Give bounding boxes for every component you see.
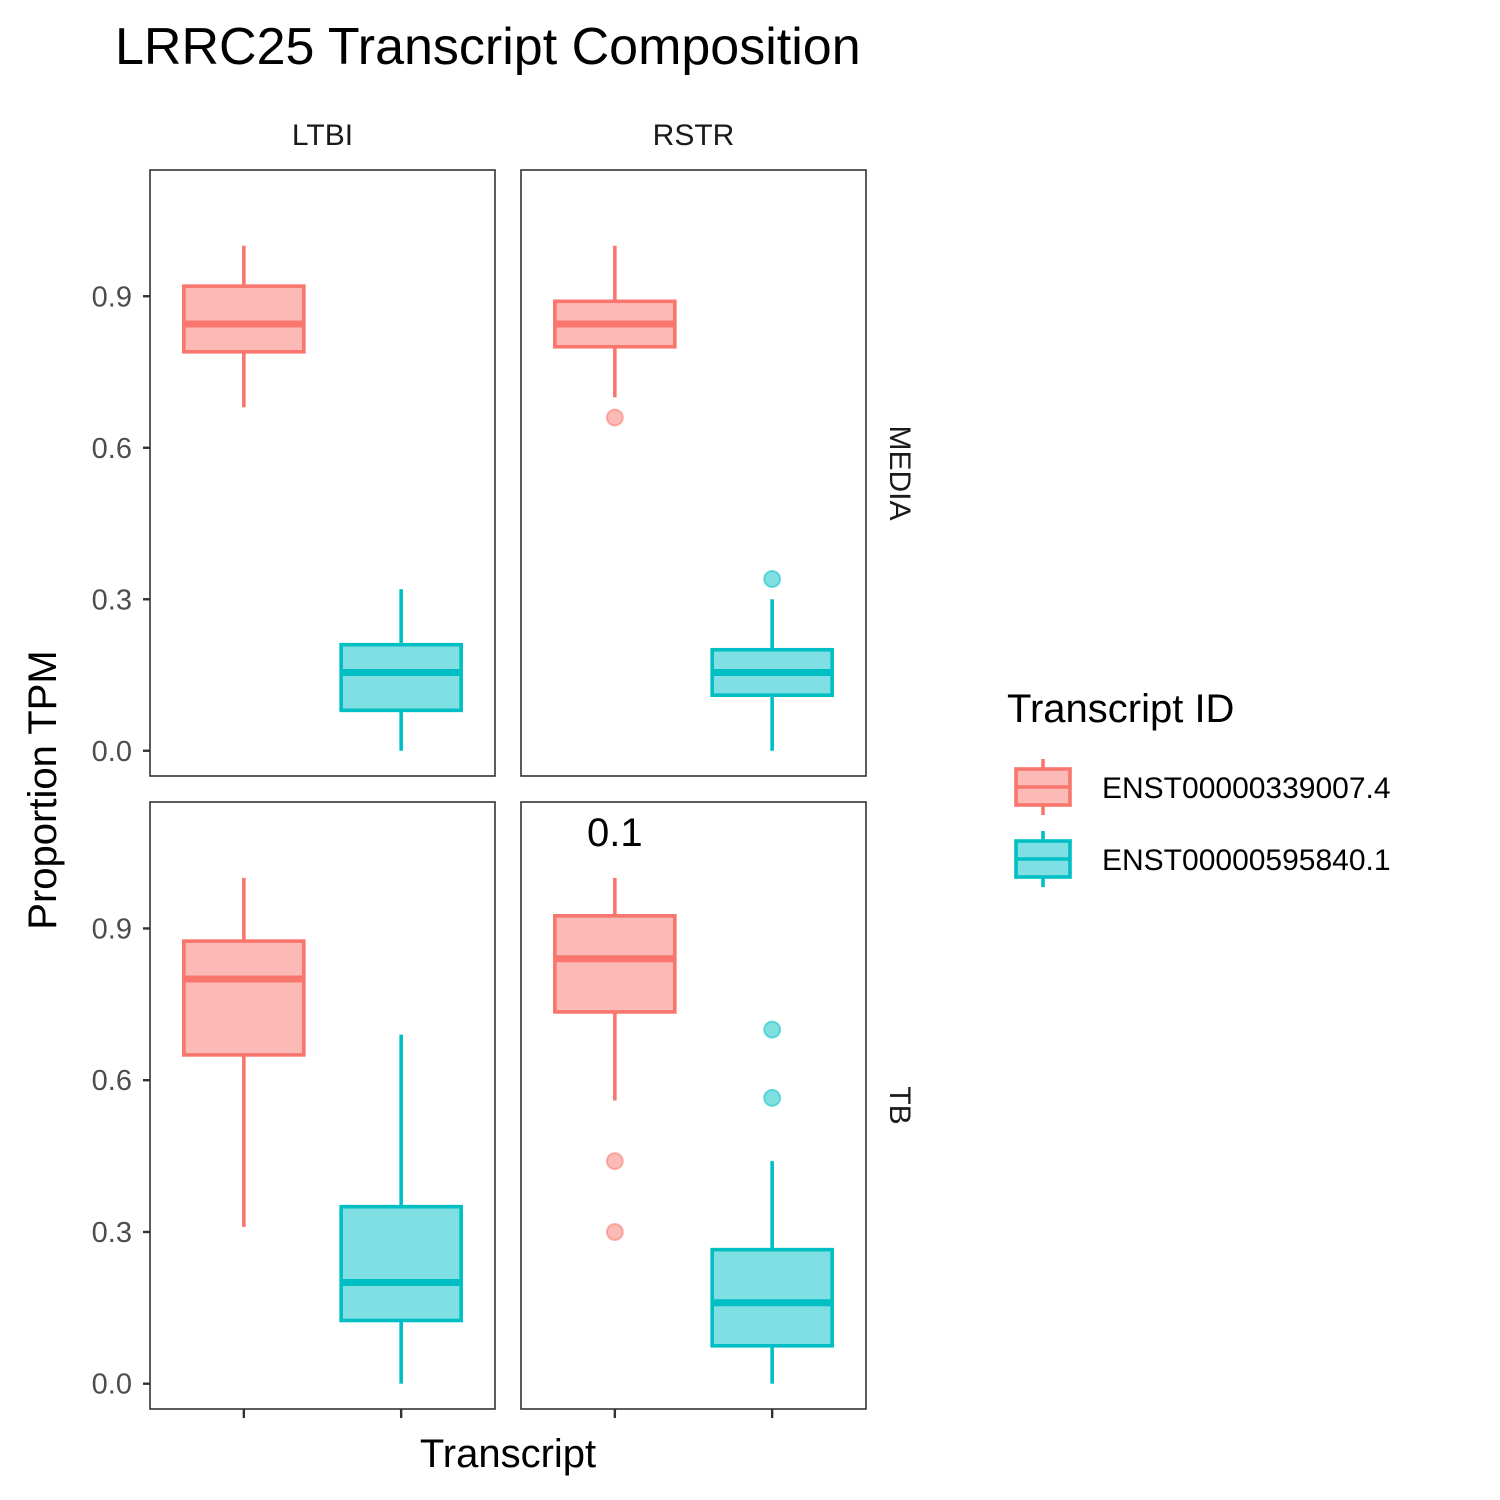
- outlier-point: [605, 1152, 624, 1171]
- box-iqr: [553, 914, 677, 1014]
- panel-border: [149, 169, 496, 777]
- y-tick-label: 0.3: [92, 1217, 132, 1249]
- y-tick-label: 0.9: [92, 281, 132, 313]
- legend-item: ENST00000595840.1: [1014, 831, 1391, 887]
- panel-ltbi-media: [149, 169, 496, 777]
- strip-label-ltbi: LTBI: [292, 119, 353, 152]
- outlier-point: [605, 408, 624, 427]
- panel-rstr-tb: 0.1: [520, 801, 867, 1410]
- outlier-point: [763, 1088, 782, 1107]
- facet-panels: LTBI RSTR MEDIA TB 0.0 0.3 0.6 0.9 0.0 0.3 0.6 0.9 0…: [92, 119, 916, 1418]
- y-axis-title: Proportion TPM: [21, 650, 65, 929]
- strip-label-media: MEDIA: [883, 425, 916, 520]
- panel-border: [520, 801, 867, 1410]
- outlier-point: [605, 1222, 624, 1241]
- panel-border: [520, 169, 867, 777]
- box-iqr: [339, 642, 463, 713]
- legend-label: ENST00000595840.1: [1102, 844, 1391, 877]
- legend-item: ENST00000339007.4: [1014, 759, 1391, 815]
- legend: Transcript ID ENST00000339007.4ENST00000…: [1007, 687, 1391, 887]
- box-iqr: [339, 1204, 463, 1323]
- box-iqr: [710, 1247, 834, 1348]
- panel-border: [149, 801, 496, 1410]
- y-tick-label: 0.0: [92, 736, 132, 768]
- legend-title: Transcript ID: [1007, 687, 1234, 731]
- box-iqr: [182, 284, 306, 354]
- panel-rstr-media: [520, 169, 867, 777]
- panel-ltbi-tb: [149, 801, 496, 1410]
- y-tick-label: 0.9: [92, 913, 132, 945]
- outlier-point: [763, 1020, 782, 1039]
- box-iqr: [182, 939, 306, 1057]
- strip-label-tb: TB: [883, 1086, 916, 1124]
- strip-label-rstr: RSTR: [653, 119, 735, 152]
- chart-title: LRRC25 Transcript Composition: [115, 18, 861, 76]
- panel-annotation: 0.1: [587, 811, 643, 855]
- y-tick-label: 0.6: [92, 433, 132, 465]
- y-tick-label: 0.6: [92, 1065, 132, 1097]
- legend-items: ENST00000339007.4 ENST00000595840.1: [1014, 759, 1391, 887]
- outlier-point: [763, 570, 782, 589]
- y-tick-label: 0.0: [92, 1369, 132, 1401]
- y-tick-label: 0.3: [92, 584, 132, 616]
- x-axis-title: Transcript: [420, 1432, 596, 1476]
- legend-label: ENST00000339007.4: [1102, 772, 1391, 805]
